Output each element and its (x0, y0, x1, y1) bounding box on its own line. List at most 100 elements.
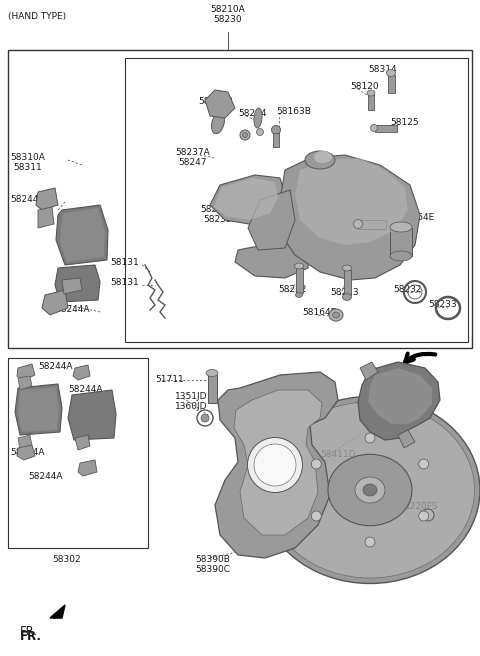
Text: 51711: 51711 (155, 375, 184, 384)
Polygon shape (52, 606, 64, 618)
Text: 58254: 58254 (238, 109, 266, 118)
Ellipse shape (386, 70, 396, 77)
Polygon shape (60, 208, 105, 262)
Polygon shape (368, 368, 432, 424)
Polygon shape (38, 207, 54, 228)
Ellipse shape (265, 402, 475, 578)
Ellipse shape (260, 396, 480, 583)
Ellipse shape (390, 251, 412, 261)
Bar (375, 125, 397, 132)
Polygon shape (278, 155, 420, 280)
Polygon shape (205, 90, 235, 118)
Polygon shape (295, 158, 408, 245)
Bar (125, 58, 468, 342)
Polygon shape (15, 384, 62, 435)
Ellipse shape (242, 133, 248, 138)
Ellipse shape (254, 444, 296, 486)
Text: 58390B
58390C: 58390B 58390C (195, 555, 230, 575)
Circle shape (312, 511, 321, 521)
Circle shape (365, 537, 375, 547)
Ellipse shape (363, 484, 377, 496)
Ellipse shape (206, 369, 218, 377)
Text: 58164E: 58164E (302, 308, 336, 317)
Polygon shape (73, 365, 90, 380)
Ellipse shape (240, 130, 250, 140)
Ellipse shape (355, 477, 385, 503)
Bar (358, 220, 386, 229)
Polygon shape (55, 265, 100, 302)
Polygon shape (18, 387, 59, 432)
Bar (208, 375, 217, 403)
Polygon shape (42, 290, 68, 315)
Ellipse shape (212, 112, 225, 134)
Polygon shape (17, 445, 35, 460)
Polygon shape (210, 175, 285, 225)
Text: 58164E: 58164E (400, 213, 434, 222)
Circle shape (365, 433, 375, 443)
Ellipse shape (272, 125, 280, 134)
Text: 58302: 58302 (52, 555, 81, 564)
Bar (273, 133, 279, 147)
Text: 1220FS: 1220FS (405, 502, 439, 511)
Polygon shape (214, 178, 278, 220)
Circle shape (422, 509, 434, 521)
Text: (HAND TYPE): (HAND TYPE) (8, 12, 66, 21)
Ellipse shape (333, 312, 339, 318)
Polygon shape (398, 430, 415, 448)
Polygon shape (234, 390, 322, 535)
Text: 58127B: 58127B (198, 97, 233, 106)
Polygon shape (358, 362, 440, 440)
Text: FR.: FR. (20, 630, 42, 643)
Text: 58222: 58222 (278, 285, 306, 294)
Polygon shape (17, 364, 35, 380)
Polygon shape (235, 242, 310, 278)
Text: 58233: 58233 (428, 300, 456, 309)
Circle shape (419, 511, 429, 521)
Bar (8, 50, 472, 348)
Bar (8, 358, 148, 548)
Bar (390, 228, 412, 256)
Bar (344, 270, 351, 295)
Text: 58232: 58232 (393, 285, 421, 294)
Text: 58310A
58311: 58310A 58311 (10, 153, 45, 173)
Ellipse shape (343, 265, 351, 271)
Bar (296, 268, 303, 293)
Text: 58314: 58314 (368, 65, 396, 74)
Bar (388, 75, 395, 93)
Text: 58237A
58247: 58237A 58247 (175, 148, 210, 167)
Polygon shape (18, 435, 32, 450)
Polygon shape (50, 605, 65, 618)
Ellipse shape (305, 151, 335, 169)
Polygon shape (215, 372, 338, 558)
Text: 58244A: 58244A (10, 448, 45, 457)
Text: FR.: FR. (20, 625, 38, 638)
Polygon shape (75, 435, 90, 450)
Polygon shape (248, 190, 295, 250)
Polygon shape (36, 188, 58, 210)
Text: 58244A: 58244A (28, 472, 62, 481)
Text: 58163B: 58163B (276, 107, 311, 116)
Text: 58244A: 58244A (55, 305, 89, 314)
Polygon shape (360, 362, 378, 380)
Polygon shape (62, 278, 82, 294)
Text: 58125: 58125 (390, 118, 419, 127)
Circle shape (419, 459, 429, 469)
Circle shape (312, 459, 321, 469)
Text: 58244A: 58244A (68, 385, 103, 394)
Ellipse shape (367, 90, 375, 96)
Ellipse shape (256, 129, 264, 136)
Ellipse shape (295, 263, 303, 269)
Text: 58131: 58131 (110, 278, 139, 287)
Text: 58213: 58213 (330, 288, 359, 297)
Ellipse shape (328, 455, 412, 525)
Polygon shape (68, 390, 116, 440)
Text: 58120: 58120 (350, 82, 379, 91)
Text: 58221: 58221 (352, 193, 381, 202)
Text: 58131: 58131 (110, 258, 139, 267)
Text: 58210A
58230: 58210A 58230 (211, 5, 245, 24)
Text: 58244A: 58244A (38, 362, 72, 371)
Text: 1351JD
1360JD: 1351JD 1360JD (175, 392, 207, 411)
Ellipse shape (329, 309, 343, 321)
Ellipse shape (371, 125, 377, 131)
Ellipse shape (390, 222, 412, 232)
